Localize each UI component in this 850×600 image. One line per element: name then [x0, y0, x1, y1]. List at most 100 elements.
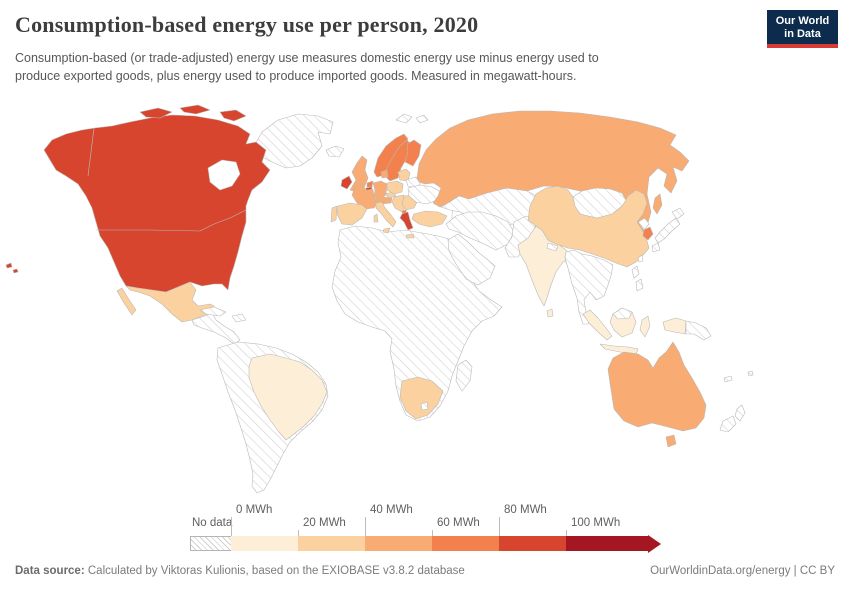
data-source-note: Data source: Calculated by Viktoras Kuli…: [15, 565, 465, 577]
country-indonesia-sumatra[interactable]: [582, 309, 613, 341]
country-japan-honshu[interactable]: [654, 217, 681, 244]
country-netherlands[interactable]: [366, 180, 374, 188]
legend-no-data-label: No data: [192, 517, 233, 529]
legend-tick-label-40: 40 MWh: [370, 504, 413, 516]
country-philippines[interactable]: [635, 278, 644, 292]
country-finland[interactable]: [404, 139, 422, 167]
country-taiwan[interactable]: [637, 254, 644, 263]
country-china[interactable]: [527, 185, 650, 268]
country-canada-arctic-island[interactable]: [219, 109, 247, 122]
country-mongolia[interactable]: [572, 187, 627, 219]
legend-swatch-60-80[interactable]: [432, 536, 499, 551]
data-source-text: Calculated by Viktoras Kulionis, based o…: [84, 565, 465, 577]
country-spain[interactable]: [336, 202, 368, 226]
region-mainland-southeast-asia[interactable]: [564, 249, 614, 325]
country-new-caledonia[interactable]: [723, 375, 733, 383]
region-africa[interactable]: [331, 225, 503, 422]
chart-footer: Data source: Calculated by Viktoras Kuli…: [0, 565, 850, 577]
hudson-bay: [207, 159, 241, 191]
region-iran-iraq-levant[interactable]: [445, 211, 515, 251]
region-baltic-states[interactable]: [397, 168, 411, 182]
country-australia-tasmania[interactable]: [665, 434, 677, 448]
region-arabian-peninsula[interactable]: [447, 233, 496, 286]
country-greece-crete[interactable]: [405, 233, 415, 239]
country-australia[interactable]: [607, 341, 707, 432]
subtitle-line-2: produce exported goods, plus energy used…: [15, 68, 577, 83]
country-canada-arctic-island[interactable]: [179, 104, 211, 115]
page-title: Consumption-based energy use per person,…: [15, 12, 479, 37]
country-japan-hokkaido[interactable]: [671, 207, 685, 220]
country-new-zealand[interactable]: [719, 415, 737, 433]
country-nepal[interactable]: [546, 242, 559, 252]
country-brazil[interactable]: [248, 353, 328, 441]
country-united-states-canada[interactable]: [43, 114, 271, 293]
country-hispaniola[interactable]: [231, 313, 247, 323]
country-indonesia-java[interactable]: [599, 343, 639, 355]
country-italy[interactable]: [375, 201, 397, 228]
country-russia-sakhalin[interactable]: [652, 193, 663, 215]
logo-line-2: in Data: [784, 28, 821, 40]
legend-tick-80: [499, 517, 500, 536]
legend-tick-60: [432, 530, 433, 536]
legend-tick-100: [566, 530, 567, 536]
legend-swatch-100-plus[interactable]: [566, 536, 648, 551]
country-ireland[interactable]: [340, 175, 353, 190]
country-portugal[interactable]: [330, 205, 338, 223]
country-iceland[interactable]: [325, 145, 345, 158]
legend-swatch-20-40[interactable]: [298, 536, 365, 551]
country-sri-lanka[interactable]: [546, 308, 554, 318]
legend-color-bar: [231, 534, 661, 553]
country-indonesia-papua[interactable]: [662, 317, 687, 335]
chart-subtitle: Consumption-based (or trade-adjusted) en…: [15, 50, 735, 85]
legend-swatch-80-100[interactable]: [499, 536, 566, 551]
country-madagascar[interactable]: [455, 359, 473, 392]
country-japan-kyushu[interactable]: [651, 242, 661, 253]
legend-tick-label-80: 80 MWh: [504, 504, 547, 516]
country-lesotho[interactable]: [420, 401, 429, 411]
country-hawaii[interactable]: [5, 262, 13, 269]
country-north-korea[interactable]: [637, 217, 650, 231]
country-fiji[interactable]: [747, 370, 754, 377]
country-south-korea[interactable]: [642, 226, 654, 241]
country-indonesia-sulawesi[interactable]: [639, 315, 651, 338]
legend-arrow-icon: [648, 534, 661, 553]
country-mexico[interactable]: [125, 281, 215, 323]
country-italy-sardinia[interactable]: [373, 213, 379, 223]
country-philippines[interactable]: [631, 265, 640, 279]
legend-tick-0: [231, 517, 232, 536]
legend-tick-20: [298, 530, 299, 536]
owid-logo: Our World in Data: [767, 10, 838, 48]
legend-tick-label-100: 100 MWh: [571, 517, 621, 529]
country-turkey[interactable]: [411, 210, 448, 228]
country-papua-new-guinea[interactable]: [685, 320, 712, 341]
legend-tick-label-20: 20 MWh: [303, 517, 346, 529]
country-mexico-baja[interactable]: [116, 287, 137, 316]
country-hawaii[interactable]: [12, 268, 19, 274]
country-south-africa[interactable]: [399, 376, 444, 420]
legend-tick-label-60: 60 MWh: [437, 517, 480, 529]
country-svalbard[interactable]: [395, 113, 413, 124]
country-poland[interactable]: [386, 180, 404, 195]
country-greece[interactable]: [399, 211, 414, 231]
country-denmark[interactable]: [380, 169, 389, 179]
legend-swatch-0-20[interactable]: [231, 536, 298, 551]
country-cuba[interactable]: [199, 306, 227, 317]
subtitle-line-1: Consumption-based (or trade-adjusted) en…: [15, 51, 599, 65]
alaska-canada-border: [87, 127, 95, 177]
license-note[interactable]: OurWorldinData.org/energy | CC BY: [650, 565, 835, 577]
legend-swatch-40-60[interactable]: [365, 536, 432, 551]
us-canada-border: [96, 209, 247, 232]
country-greenland[interactable]: [252, 113, 334, 169]
country-canada-arctic-island[interactable]: [139, 107, 173, 119]
country-malaysia-borneo[interactable]: [612, 307, 633, 320]
country-svalbard[interactable]: [415, 114, 429, 124]
country-italy-sicily[interactable]: [382, 227, 391, 234]
legend-tick-label-0: 0 MWh: [236, 504, 273, 516]
country-united-kingdom[interactable]: [349, 155, 369, 193]
legend-tick-40: [365, 517, 366, 536]
data-source-label: Data source:: [15, 565, 85, 577]
country-new-zealand[interactable]: [734, 404, 746, 422]
